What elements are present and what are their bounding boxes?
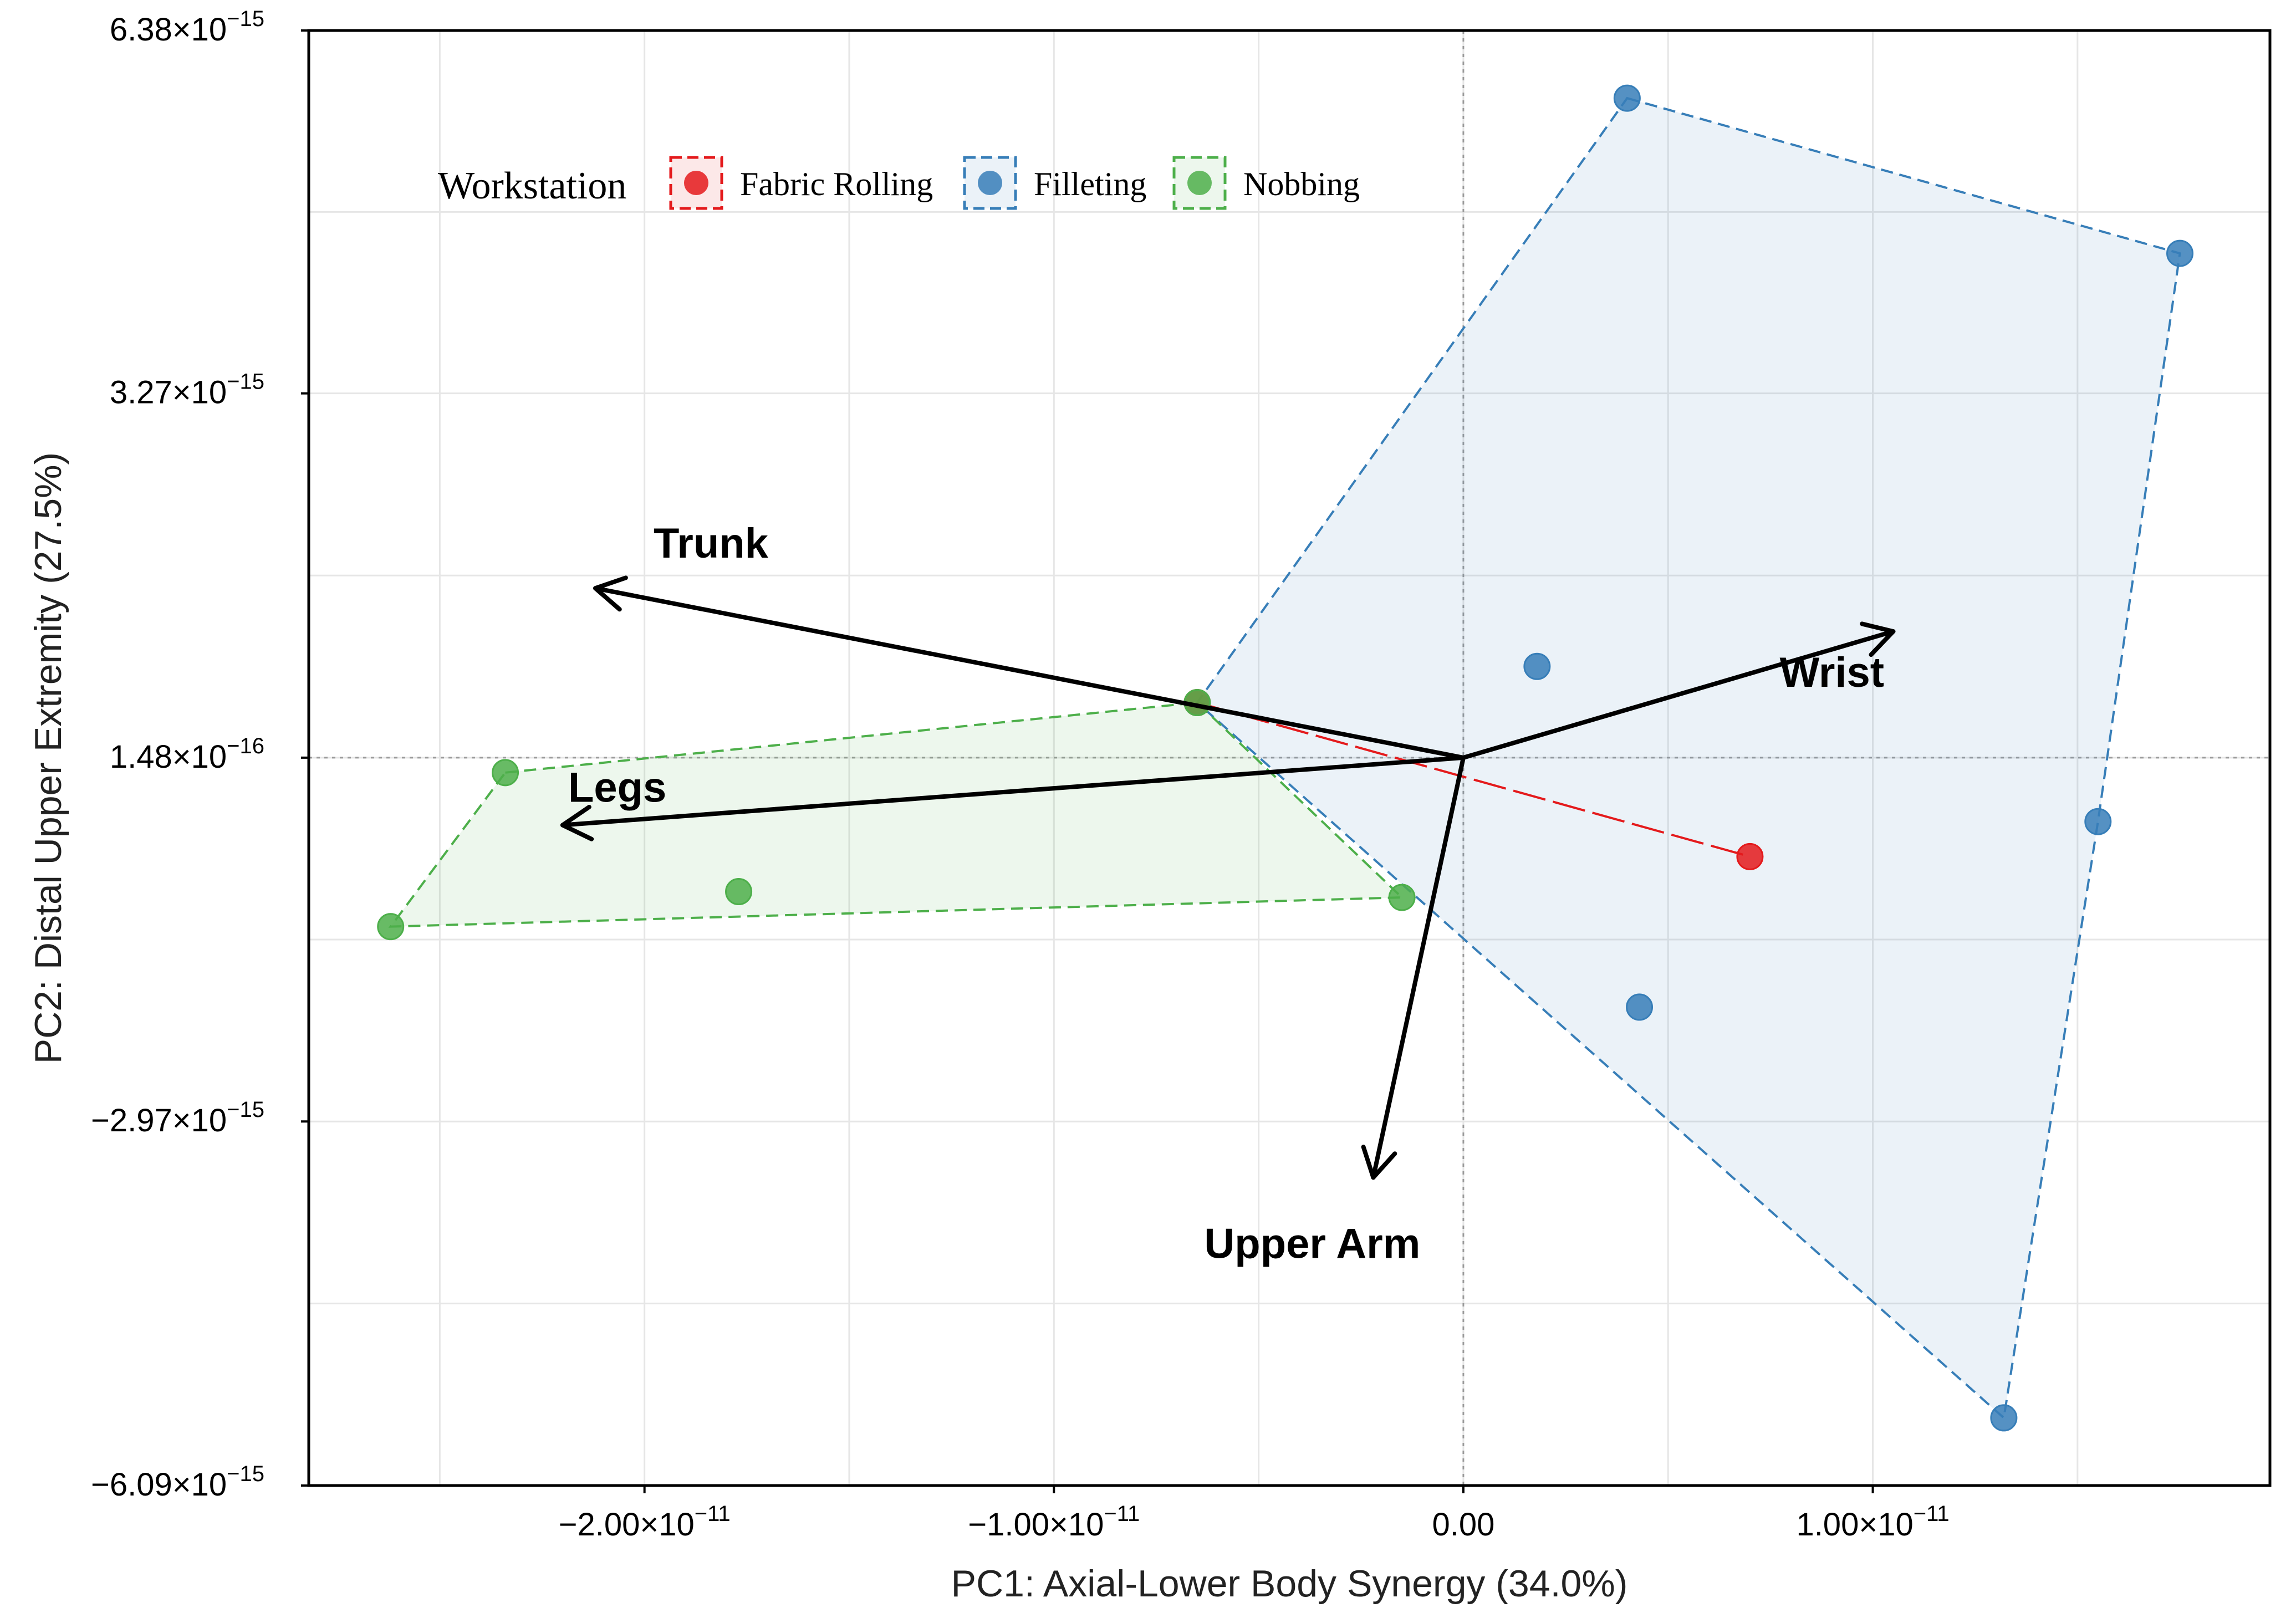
y-tick-mantissa: 6.38×10 <box>110 12 227 48</box>
y-tick-mantissa: 3.27×10 <box>110 375 227 411</box>
hull-filleting <box>1196 96 2181 1420</box>
arrowhead-legs <box>560 804 594 841</box>
point-filleting <box>1626 993 1654 1021</box>
x-tick-mantissa: 1.00×10 <box>1796 1507 1913 1543</box>
group-hulls <box>388 96 2181 1420</box>
arrowhead-trunk <box>593 575 628 612</box>
point-filleting <box>1990 1404 2018 1432</box>
point-filleting <box>2166 239 2194 267</box>
legend-key-filleting: Filleting <box>963 156 1146 210</box>
y-axis-ticks: 6.38×10−153.27×10−151.48×10−16−2.97×10−1… <box>91 7 309 1503</box>
y-tick-label: 3.27×10−15 <box>110 370 264 411</box>
y-tick-exponent: −15 <box>227 370 264 394</box>
y-tick-label: 6.38×10−15 <box>110 7 264 48</box>
loading-vectors: Trunk Wrist Legs Upper Arm <box>560 520 1896 1267</box>
x-axis-ticks: −2.00×10−11 −1.00×10−11 0.00 1.00×10−11 <box>559 1486 1950 1543</box>
x-axis-title: PC1: Axial-Lower Body Synergy (34.0%) <box>951 1563 1628 1605</box>
segment-fabric-rolling <box>1197 701 1751 858</box>
vector-label-trunk: Trunk <box>654 520 769 567</box>
y-axis-title: PC2: Distal Upper Extremity (27.5%) <box>27 452 69 1064</box>
group-segments <box>1197 701 1751 858</box>
vector-trunk <box>593 586 1466 760</box>
legend-marker <box>684 171 708 195</box>
x-tick-label: −1.00×10−11 <box>968 1502 1140 1543</box>
y-tick-label: −6.09×10−15 <box>91 1462 264 1503</box>
y-tick-exponent: −16 <box>227 734 264 758</box>
y-tick-label: −2.97×10−15 <box>91 1098 264 1139</box>
vector-upper-arm <box>1371 755 1466 1180</box>
arrowhead-upper-arm <box>1361 1145 1397 1180</box>
legend-label: Nobbing <box>1243 166 1360 202</box>
y-tick-mantissa: −2.97×10 <box>91 1103 227 1139</box>
vector-label-upper-arm: Upper Arm <box>1204 1220 1420 1267</box>
legend-marker <box>978 171 1002 195</box>
x-tick-label: −2.00×10−11 <box>559 1502 731 1543</box>
x-tick-label: 0.00 <box>1432 1507 1494 1543</box>
arrowhead-wrist <box>1860 621 1896 657</box>
legend-marker <box>1187 171 1212 195</box>
y-tick-exponent: −15 <box>227 1462 264 1486</box>
vector-label-wrist: Wrist <box>1779 649 1884 696</box>
legend-key-fabric-rolling: Fabric Rolling <box>669 156 933 210</box>
legend-title: Workstation <box>438 165 626 207</box>
hull-nobbing <box>388 701 1405 928</box>
y-tick-mantissa: −6.09×10 <box>91 1467 227 1503</box>
legend: Workstation Fabric Rolling Filleting Nobbi… <box>438 156 1360 210</box>
y-tick-label: 1.48×10−16 <box>110 734 264 775</box>
point-nobbing <box>492 759 519 787</box>
legend-label: Fabric Rolling <box>740 166 933 202</box>
point-nobbing <box>725 878 753 906</box>
x-tick-exponent: −11 <box>1914 1502 1950 1526</box>
y-tick-exponent: −15 <box>227 7 264 31</box>
point-fabric-rolling <box>1736 843 1764 870</box>
point-nobbing <box>377 913 405 941</box>
vector-legs <box>560 755 1466 828</box>
vector-wrist <box>1461 629 1896 760</box>
point-nobbing <box>1388 884 1416 911</box>
y-tick-exponent: −15 <box>227 1098 264 1122</box>
legend-key-nobbing: Nobbing <box>1172 156 1360 210</box>
x-tick-exponent: −11 <box>1104 1502 1140 1526</box>
y-tick-mantissa: 1.48×10 <box>110 739 227 775</box>
legend-label: Filleting <box>1034 166 1146 202</box>
reference-lines <box>309 30 2270 1486</box>
point-filleting <box>1523 652 1551 680</box>
vector-label-legs: Legs <box>568 764 666 812</box>
x-tick-exponent: −11 <box>695 1502 731 1526</box>
x-tick-label: 1.00×10−11 <box>1796 1502 1949 1543</box>
x-tick-mantissa: −1.00×10 <box>968 1507 1104 1543</box>
x-tick-mantissa: 0.00 <box>1432 1507 1494 1543</box>
point-filleting <box>2084 808 2112 835</box>
x-tick-mantissa: −2.00×10 <box>559 1507 695 1543</box>
point-filleting <box>1613 84 1641 112</box>
